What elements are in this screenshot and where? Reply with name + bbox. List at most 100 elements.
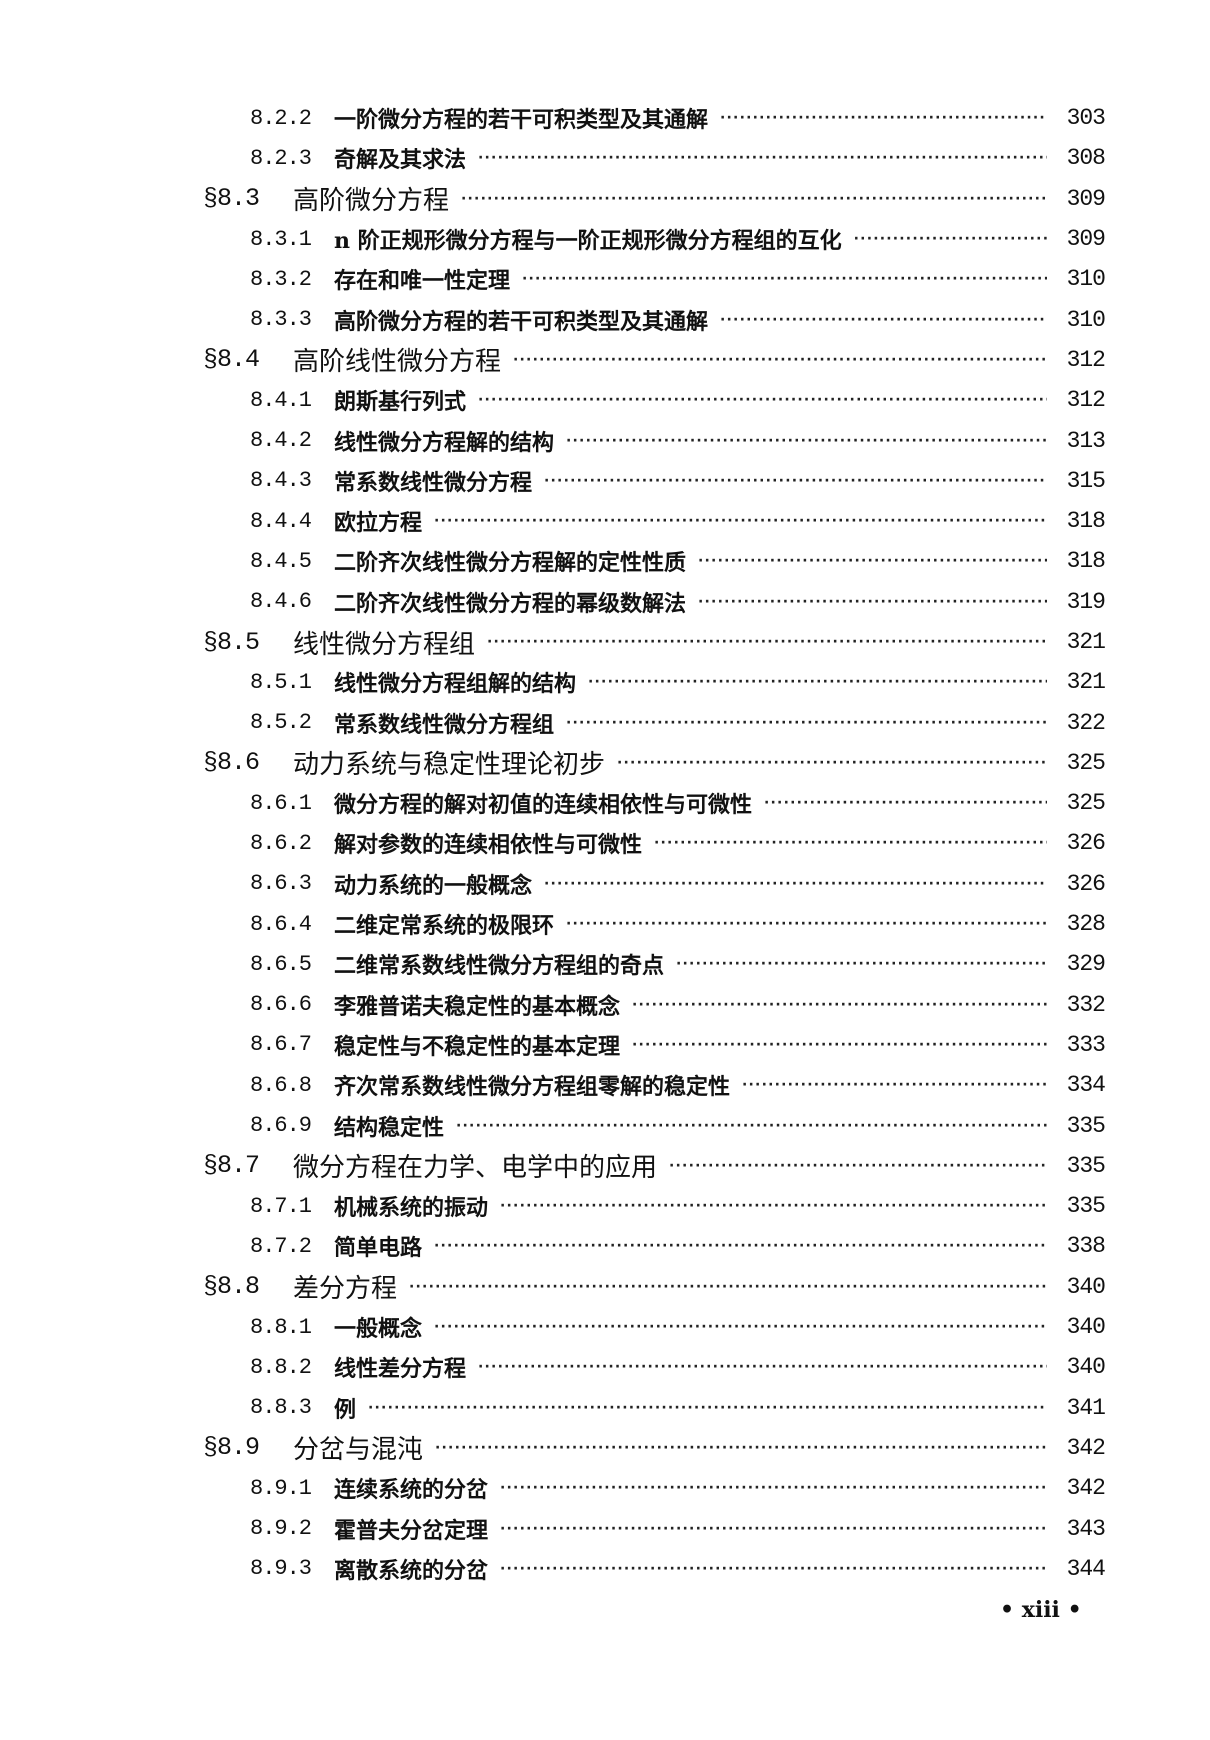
entry-title: 高阶微分方程 [293, 186, 450, 217]
entry-number: 8.7.2 [250, 1233, 312, 1259]
entry-page: 325 [1066, 749, 1106, 776]
entry-page: 313 [1066, 427, 1106, 454]
entry-line: 简单电路 ····································… [334, 1230, 1106, 1262]
toc-section-entry[interactable]: §8.9 分岔与混沌 ·······························… [0, 1428, 1210, 1468]
toc-subsection-entry[interactable]: 8.6.1 微分方程的解对初值的连续相依性与可微性 ················… [0, 783, 1210, 823]
toc-subsection-entry[interactable]: 8.2.3 奇解及其求法 ·····························… [0, 138, 1210, 178]
entry-number: 8.4.1 [250, 387, 312, 413]
entry-number: 8.6.9 [250, 1113, 312, 1139]
toc-subsection-entry[interactable]: 8.2.2 一阶微分方程的若干可积类型及其通解 ··················… [0, 98, 1210, 138]
toc-subsection-entry[interactable]: 8.4.2 线性微分方程解的结构 ·························… [0, 420, 1210, 460]
entry-title: 差分方程 [293, 1274, 398, 1305]
entry-page: 303 [1066, 105, 1106, 132]
entry-number: 8.6.6 [250, 992, 312, 1018]
entry-title: 例 [334, 1396, 357, 1423]
toc-subsection-entry[interactable]: 8.9.1 连续系统的分岔 ····························… [0, 1468, 1210, 1508]
entry-page: 308 [1066, 145, 1106, 172]
toc-subsection-entry[interactable]: 8.9.2 霍普夫分岔定理 ····························… [0, 1508, 1210, 1548]
entry-page: 329 [1066, 951, 1106, 978]
entry-number: 8.8.2 [250, 1354, 312, 1380]
entry-title: 一般概念 [334, 1316, 423, 1343]
dot-leader: ········································… [513, 351, 1047, 368]
entry-line: 常系数线性微分方程组 ······························… [334, 707, 1106, 739]
toc-subsection-entry[interactable]: 8.7.1 机械系统的振动 ····························… [0, 1186, 1210, 1226]
toc-subsection-entry[interactable]: 8.3.3 高阶微分方程的若干可积类型及其通解 ··················… [0, 299, 1210, 339]
toc-subsection-entry[interactable]: 8.6.9 结构稳定性 ······························… [0, 1105, 1210, 1145]
entry-number: 8.3.2 [250, 266, 312, 292]
entry-number: 8.2.3 [250, 145, 312, 171]
toc-subsection-entry[interactable]: 8.4.3 常系数线性微分方程 ··························… [0, 461, 1210, 501]
entry-line: 机械系统的振动 ·································… [334, 1190, 1106, 1222]
entry-title: 离散系统的分岔 [334, 1557, 489, 1584]
toc-subsection-entry[interactable]: 8.4.1 朗斯基行列式 ·····························… [0, 380, 1210, 420]
entry-number: 8.6.8 [250, 1072, 312, 1098]
toc-subsection-entry[interactable]: 8.4.6 二阶齐次线性微分方程的幂级数解法 ···················… [0, 582, 1210, 622]
entry-line: 二阶齐次线性微分方程解的定性性质 ························… [334, 545, 1106, 577]
entry-number: 8.7.1 [250, 1193, 312, 1219]
toc-subsection-entry[interactable]: 8.6.2 解对参数的连续相依性与可微性 ·····················… [0, 823, 1210, 863]
entry-line: 解对参数的连续相依性与可微性 ··························… [334, 827, 1106, 859]
dot-leader: ········································… [456, 1117, 1047, 1134]
dot-leader: ········································… [435, 1439, 1047, 1456]
toc-section-entry[interactable]: §8.5 线性微分方程组 ·····························… [0, 622, 1210, 662]
toc-section-entry[interactable]: §8.8 差分方程 ································… [0, 1267, 1210, 1307]
entry-page: 344 [1066, 1555, 1106, 1582]
dot-leader: ········································… [522, 271, 1047, 288]
toc-subsection-entry[interactable]: 8.8.1 一般概念 ·······························… [0, 1307, 1210, 1347]
entry-page: 342 [1066, 1475, 1106, 1502]
toc-subsection-entry[interactable]: 8.6.8 齐次常系数线性微分方程组零解的稳定性 ·················… [0, 1065, 1210, 1105]
entry-page: 318 [1066, 548, 1106, 575]
entry-line: 连续系统的分岔 ·································… [334, 1472, 1106, 1504]
toc-subsection-entry[interactable]: 8.3.1 n 阶正规形微分方程与一阶正规形微分方程组的互化 ···········… [0, 219, 1210, 259]
toc-section-entry[interactable]: §8.7 微分方程在力学、电学中的应用 ······················… [0, 1146, 1210, 1186]
toc-subsection-entry[interactable]: 8.6.4 二维定常系统的极限环 ·························… [0, 904, 1210, 944]
toc-subsection-entry[interactable]: 8.4.5 二阶齐次线性微分方程解的定性性质 ···················… [0, 541, 1210, 581]
entry-title: 高阶线性微分方程 [293, 347, 502, 378]
dot-leader: ········································… [544, 472, 1047, 489]
toc-subsection-entry[interactable]: 8.7.2 简单电路 ·······························… [0, 1226, 1210, 1266]
toc-subsection-entry[interactable]: 8.5.2 常系数线性微分方程组 ·························… [0, 702, 1210, 742]
entry-title: n 阶正规形微分方程与一阶正规形微分方程组的互化 [334, 228, 842, 255]
entry-page: 319 [1066, 588, 1106, 615]
toc-subsection-entry[interactable]: 8.4.4 欧拉方程 ·······························… [0, 501, 1210, 541]
entry-number: 8.3.1 [250, 226, 312, 252]
entry-line: 线性差分方程 ··································… [334, 1351, 1106, 1383]
entry-title: 解对参数的连续相依性与可微性 [334, 832, 643, 859]
toc-subsection-entry[interactable]: 8.8.2 线性差分方程 ·····························… [0, 1347, 1210, 1387]
entry-page: 338 [1066, 1233, 1106, 1260]
entry-title: 朗斯基行列式 [334, 389, 467, 416]
entry-number: 8.5.2 [250, 710, 312, 736]
toc-subsection-entry[interactable]: 8.9.3 离散系统的分岔 ····························… [0, 1549, 1210, 1589]
entry-number: 8.4.3 [250, 468, 312, 494]
entry-title: 动力系统与稳定性理论初步 [293, 750, 606, 781]
entry-number: §8.6 [203, 748, 260, 778]
toc-subsection-entry[interactable]: 8.5.1 线性微分方程组解的结构 ························… [0, 662, 1210, 702]
toc-subsection-entry[interactable]: 8.6.6 李雅普诺夫稳定性的基本概念 ······················… [0, 985, 1210, 1025]
dot-leader: ········································… [853, 231, 1047, 248]
entry-number: 8.4.6 [250, 589, 312, 615]
entry-page: 321 [1066, 669, 1106, 696]
toc-section-entry[interactable]: §8.6 动力系统与稳定性理论初步 ························… [0, 743, 1210, 783]
toc-subsection-entry[interactable]: 8.8.3 例 ··································… [0, 1388, 1210, 1428]
entry-page: 318 [1066, 508, 1106, 535]
toc-subsection-entry[interactable]: 8.6.7 稳定性与不稳定性的基本定理 ······················… [0, 1025, 1210, 1065]
entry-title: 简单电路 [334, 1235, 423, 1262]
entry-line: 二维常系数线性微分方程组的奇点 ·························… [334, 948, 1106, 980]
toc-subsection-entry[interactable]: 8.3.2 存在和唯一性定理 ···························… [0, 259, 1210, 299]
dot-leader: ········································… [368, 1399, 1047, 1416]
toc-section-entry[interactable]: §8.4 高阶线性微分方程 ····························… [0, 340, 1210, 380]
toc-section-entry[interactable]: §8.3 高阶微分方程 ······························… [0, 179, 1210, 219]
entry-line: 高阶微分方程 ··································… [293, 180, 1106, 217]
dot-leader: ········································… [720, 110, 1047, 127]
dot-leader: ········································… [487, 634, 1047, 650]
dot-leader: ········································… [434, 1319, 1047, 1336]
dot-leader: ········································… [461, 190, 1047, 207]
entry-title: 动力系统的一般概念 [334, 872, 533, 899]
entry-page: 334 [1066, 1072, 1106, 1099]
page-number: • xiii • [1000, 1597, 1082, 1623]
entry-line: 线性微分方程组解的结构 ·····························… [334, 666, 1106, 698]
toc-subsection-entry[interactable]: 8.6.5 二维常系数线性微分方程组的奇点 ····················… [0, 944, 1210, 984]
toc-subsection-entry[interactable]: 8.6.3 动力系统的一般概念 ··························… [0, 864, 1210, 904]
entry-line: 例 ·······································… [334, 1392, 1106, 1424]
entry-title: 二维常系数线性微分方程组的奇点 [334, 953, 665, 980]
